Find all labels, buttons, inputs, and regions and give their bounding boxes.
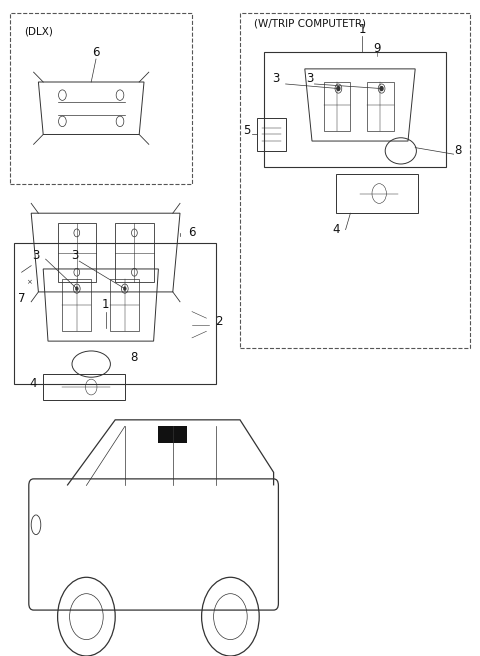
Text: ×: × [26, 279, 32, 285]
Bar [10, 13, 192, 184]
Bar [115, 223, 154, 282]
Bar [158, 426, 187, 443]
Text: 7: 7 [18, 292, 25, 305]
Text: 3: 3 [306, 72, 313, 85]
Bar [58, 223, 96, 282]
Bar [110, 279, 139, 331]
Bar [14, 243, 216, 384]
Text: 6: 6 [188, 226, 196, 239]
Text: 3: 3 [32, 249, 40, 262]
Bar [264, 52, 446, 167]
Text: 4: 4 [30, 377, 37, 390]
Text: 5: 5 [243, 125, 251, 138]
Bar [324, 82, 350, 131]
Text: 6: 6 [92, 46, 100, 59]
Circle shape [337, 87, 340, 91]
Text: (W/TRIP COMPUTETR): (W/TRIP COMPUTETR) [254, 18, 366, 28]
Text: (DLX): (DLX) [24, 26, 53, 36]
Text: 8: 8 [131, 351, 138, 364]
Circle shape [75, 287, 78, 291]
Text: 2: 2 [215, 315, 222, 328]
Bar [367, 82, 394, 131]
Text: 1: 1 [359, 23, 366, 36]
Text: 1: 1 [102, 298, 109, 312]
Circle shape [123, 287, 126, 291]
Text: 9: 9 [373, 43, 381, 56]
Bar [240, 13, 470, 348]
Text: 3: 3 [71, 249, 78, 262]
Circle shape [380, 87, 383, 91]
Bar [62, 279, 91, 331]
Text: 3: 3 [272, 72, 280, 85]
Text: 8: 8 [455, 144, 462, 157]
Text: 4: 4 [332, 223, 340, 236]
